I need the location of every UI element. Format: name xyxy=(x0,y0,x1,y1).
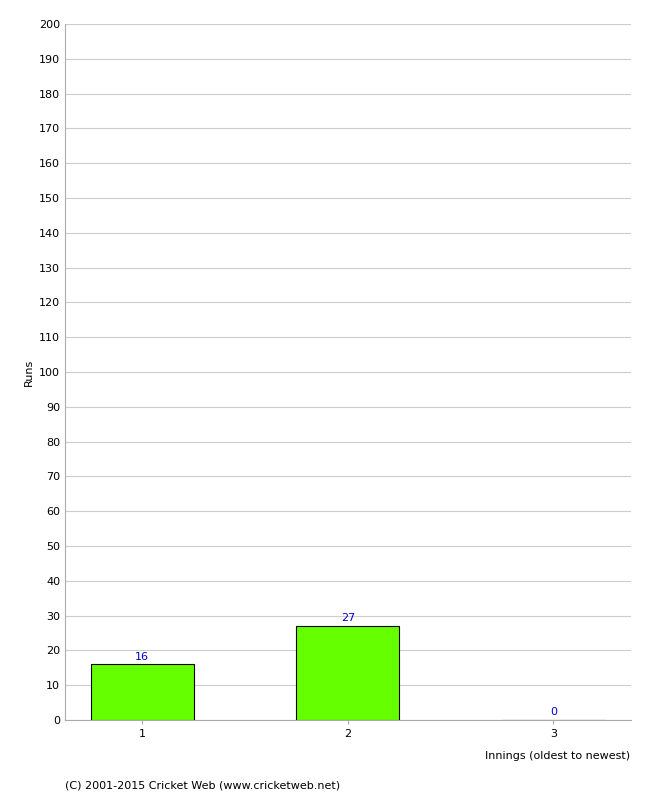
Text: 16: 16 xyxy=(135,651,149,662)
Bar xyxy=(91,664,194,720)
Text: 0: 0 xyxy=(550,706,557,717)
Text: (C) 2001-2015 Cricket Web (www.cricketweb.net): (C) 2001-2015 Cricket Web (www.cricketwe… xyxy=(65,781,340,790)
Y-axis label: Runs: Runs xyxy=(23,358,33,386)
Text: Innings (oldest to newest): Innings (oldest to newest) xyxy=(486,751,630,762)
Bar xyxy=(296,626,399,720)
Text: 27: 27 xyxy=(341,614,355,623)
